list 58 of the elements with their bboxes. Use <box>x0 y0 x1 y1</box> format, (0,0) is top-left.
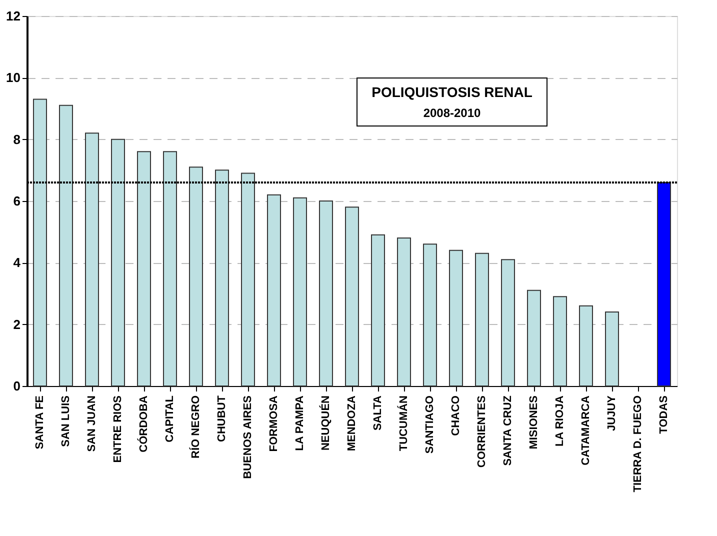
x-tick-label: CHACO <box>450 395 462 436</box>
bar <box>605 312 619 386</box>
x-tick-label: TODAS <box>658 396 670 434</box>
y-tick-label: 10 <box>6 70 20 86</box>
x-tick-label: SANTA CRUZ <box>502 395 514 466</box>
x-tick-label: CAPITAL <box>164 395 176 442</box>
y-tick-label: 2 <box>13 316 20 332</box>
x-tick-label: CORRIENTES <box>476 396 488 468</box>
x-tick-label: TUCUMÁN <box>397 395 410 452</box>
x-tick-label: CATAMARCA <box>580 395 592 466</box>
x-tick-label: CHUBUT <box>216 395 228 442</box>
x-tick-label: MENDOZA <box>346 395 358 452</box>
bar <box>553 296 567 386</box>
bar <box>85 132 99 386</box>
y-tick-label: 12 <box>6 8 20 24</box>
x-tick-label: NEUQUÉN <box>319 395 332 451</box>
bar <box>137 151 151 386</box>
x-tick-label: LA RIOJA <box>554 395 566 446</box>
bar <box>527 290 541 386</box>
y-tick-label: 4 <box>13 255 22 270</box>
bar <box>657 182 671 386</box>
bar <box>241 172 255 386</box>
x-tick-label: SANTIAGO <box>424 395 436 454</box>
x-tick-label: SAN JUAN <box>86 395 98 452</box>
bar <box>423 244 437 386</box>
x-tick-label: CÓRDOBA <box>137 395 150 452</box>
x-tick-label: TIERRA D. FUEGO <box>632 395 644 492</box>
x-tick-label: ENTRE RIOS <box>112 396 124 463</box>
x-tick-label: BUENOS AIRES <box>242 396 254 479</box>
bar <box>579 305 593 386</box>
x-tick-label: MISIONES <box>528 396 540 450</box>
text: POLIQUISTOSIS RENAL <box>372 84 533 100</box>
bar <box>501 259 515 386</box>
x-tick-label: SALTA <box>372 395 384 431</box>
bar <box>319 200 333 386</box>
x-tick-label: LA PAMPA <box>294 395 306 451</box>
bar <box>163 151 177 386</box>
bar <box>293 197 307 386</box>
text: 2008-2010 <box>423 106 482 120</box>
x-tick-label: FORMOSA <box>268 395 280 452</box>
y-tick-label: 8 <box>13 132 20 147</box>
bar <box>371 234 385 386</box>
bar <box>345 206 359 386</box>
bar <box>475 252 489 386</box>
x-tick-label: SAN LUIS <box>60 396 72 447</box>
y-tick-label: 6 <box>13 194 20 208</box>
bar <box>111 138 125 386</box>
bar <box>449 250 463 386</box>
x-tick-label: RÍO NEGRO <box>189 395 202 458</box>
y-tick-label: 0 <box>13 378 20 394</box>
x-tick-label: JUJUY <box>606 394 618 431</box>
bar <box>215 170 229 386</box>
bar <box>189 166 203 386</box>
bar <box>33 98 47 386</box>
bar <box>267 194 281 386</box>
bar <box>397 238 411 386</box>
x-tick-label: SANTA FE <box>34 396 46 450</box>
bar <box>59 104 73 386</box>
